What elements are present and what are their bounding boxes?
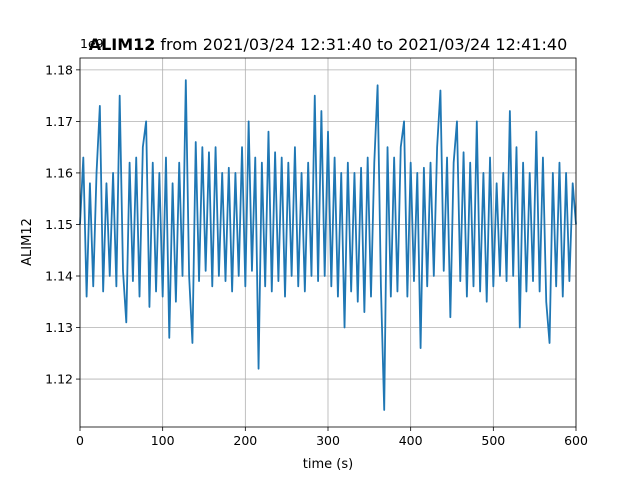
title-rest: from 2021/03/24 12:31:40 to 2021/03/24 1… <box>160 35 567 54</box>
y-tick-label: 1.17 <box>45 114 73 129</box>
chart-title: ALIM12 from 2021/03/24 12:31:40 to 2021/0… <box>89 35 568 54</box>
data-line <box>79 79 577 411</box>
x-tick-label: 400 <box>399 433 423 448</box>
title-bold: ALIM12 <box>89 35 156 54</box>
y-tick-label: 1.15 <box>45 217 73 232</box>
plot-area <box>79 79 577 411</box>
x-tick-label: 100 <box>151 433 175 448</box>
y-tick-label: 1.13 <box>45 320 73 335</box>
y-axis-label: ALIM12 <box>20 218 35 266</box>
x-tick-label: 600 <box>564 433 588 448</box>
x-tick-label: 300 <box>316 433 340 448</box>
ticks: 0 100 200 300 400 500 600 1.12 1.13 1.14 1.15 1.16 1… <box>45 62 588 448</box>
offset-text: 1e9 <box>80 36 104 51</box>
x-axis-label: time (s) <box>303 457 353 472</box>
x-tick-label: 500 <box>481 433 505 448</box>
y-tick-label: 1.18 <box>45 62 73 77</box>
y-tick-label: 1.16 <box>45 165 73 180</box>
x-tick-label: 0 <box>76 433 84 448</box>
x-tick-label: 200 <box>233 433 257 448</box>
y-tick-label: 1.12 <box>45 372 73 387</box>
y-tick-label: 1.14 <box>45 268 73 283</box>
